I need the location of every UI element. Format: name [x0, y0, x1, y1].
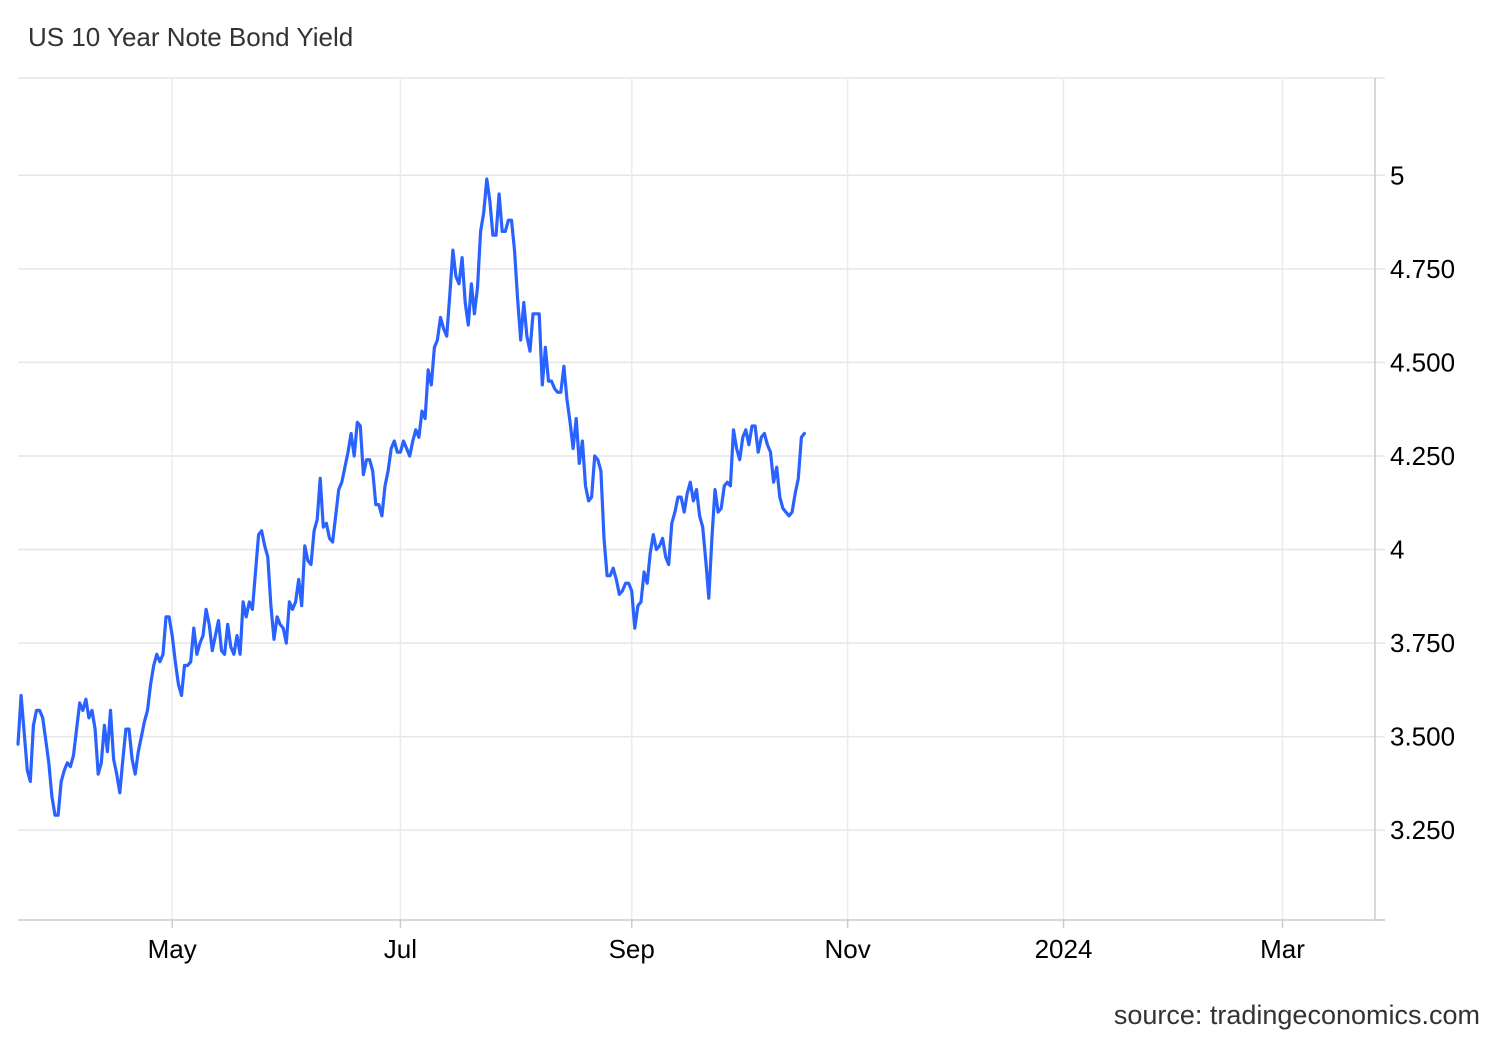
- y-tick-label: 3.250: [1390, 815, 1455, 845]
- y-tick-label: 4: [1390, 535, 1404, 565]
- x-tick-label: 2024: [1035, 934, 1093, 964]
- axes: [18, 78, 1385, 928]
- x-tick-label: Nov: [824, 934, 870, 964]
- series-line-yield: [16, 177, 807, 817]
- source-note: source: tradingeconomics.com: [1113, 1000, 1480, 1030]
- chart-title: US 10 Year Note Bond Yield: [28, 22, 354, 52]
- x-tick-label: Sep: [609, 934, 655, 964]
- y-tick-label: 5: [1390, 160, 1404, 190]
- x-tick-label: Mar: [1260, 934, 1305, 964]
- x-tick-label: May: [148, 934, 197, 964]
- x-axis-labels: May Jul Sep Nov 2024 Mar: [148, 934, 1306, 964]
- series-group: [16, 177, 807, 817]
- y-tick-label: 3.750: [1390, 628, 1455, 658]
- y-tick-label: 4.500: [1390, 347, 1455, 377]
- y-tick-label: 3.500: [1390, 722, 1455, 752]
- x-tick-label: Jul: [384, 934, 417, 964]
- y-tick-label: 4.750: [1390, 254, 1455, 284]
- grid-lines: [18, 77, 1385, 920]
- y-tick-label: 4.250: [1390, 441, 1455, 471]
- y-axis-labels: 5 4.750 4.500 4.250 4 3.750 3.500 3.250: [1390, 160, 1455, 845]
